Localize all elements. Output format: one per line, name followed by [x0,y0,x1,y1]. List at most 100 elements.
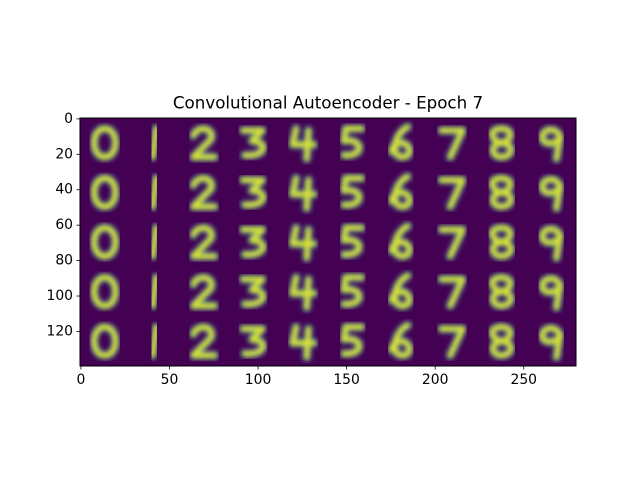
digit-core [541,227,562,260]
digit [188,223,220,261]
y-tick-label: 120 [46,323,73,339]
digit [288,322,319,362]
digit [537,125,565,164]
digit [537,174,565,213]
digit [288,223,319,263]
digit-core [440,278,464,307]
digit-core [342,226,363,256]
digit [537,274,565,312]
y-tick-label: 60 [55,217,73,233]
digit [487,322,516,360]
digit [387,122,414,162]
digit [387,320,414,360]
digit-core [291,177,315,210]
digit [238,125,268,160]
digit [238,175,268,210]
digit [238,324,268,359]
digit [89,223,120,261]
digit [89,322,120,360]
digit-core [151,325,158,357]
digit [436,324,468,360]
digit [436,225,468,261]
x-tick-label: 150 [333,372,360,388]
digit-core [241,278,264,306]
digit-core [192,326,216,357]
digit-core [491,177,512,208]
digit [188,322,220,360]
digit-core [151,226,158,258]
y-tick-label: 100 [46,288,73,304]
digit [387,172,414,212]
digit-core [342,127,363,157]
x-tick-label: 200 [422,372,449,388]
digit-core [390,274,411,307]
digit [148,124,161,162]
digit-core [93,276,117,307]
digit [89,272,120,311]
digit [188,174,220,212]
digit-core [241,178,264,206]
x-tick-label: 250 [510,372,537,388]
digit-core [541,327,562,359]
digit [148,272,161,311]
digit [436,274,468,311]
axes-frame [79,117,577,367]
digit [188,124,220,162]
digit [537,323,565,362]
image [80,118,576,366]
digit-core [151,127,158,159]
digit-core [390,125,411,159]
digit-core [192,226,216,258]
digit-core [342,325,363,355]
digit-core [93,226,117,258]
digit-core [291,226,315,260]
digit [436,175,468,212]
digit [148,223,161,261]
digit [89,173,120,212]
digit-core [390,175,411,208]
y-tick-label: 80 [55,253,73,269]
digit [288,272,319,312]
digit-core [291,127,315,160]
digit-core [241,327,264,355]
digit [238,274,268,309]
y-tick-label: 0 [64,111,73,127]
digit [537,224,565,263]
digit [148,173,161,212]
digit-core [192,177,216,208]
x-tick-label: 50 [161,372,179,388]
digit-core [151,177,158,208]
digit [387,271,414,311]
digit [89,124,120,162]
digit [387,221,414,261]
digit [339,124,367,160]
digit-core [491,226,512,258]
digit-core [440,178,464,208]
digit-core [440,228,464,258]
digit-core [93,177,117,208]
digit [487,124,516,162]
digit-core [440,327,464,357]
digit-core [491,127,512,159]
digit [238,225,268,259]
digit-core [192,127,216,159]
digit-core [541,128,562,160]
digit [148,322,161,360]
digit-core [241,228,264,256]
y-tick-label: 20 [55,146,73,162]
digit-core [491,325,512,357]
digit [339,322,367,359]
digit [339,223,367,259]
digit [339,272,367,309]
digit-core [241,129,264,157]
y-tick-label: 40 [55,182,73,198]
digit-core [151,276,158,307]
digit [288,173,319,213]
digit-core [541,277,562,309]
x-tick-label: 100 [245,372,272,388]
digit [487,173,516,212]
digit-core [192,276,216,307]
digit [339,173,367,210]
digit [188,273,220,311]
